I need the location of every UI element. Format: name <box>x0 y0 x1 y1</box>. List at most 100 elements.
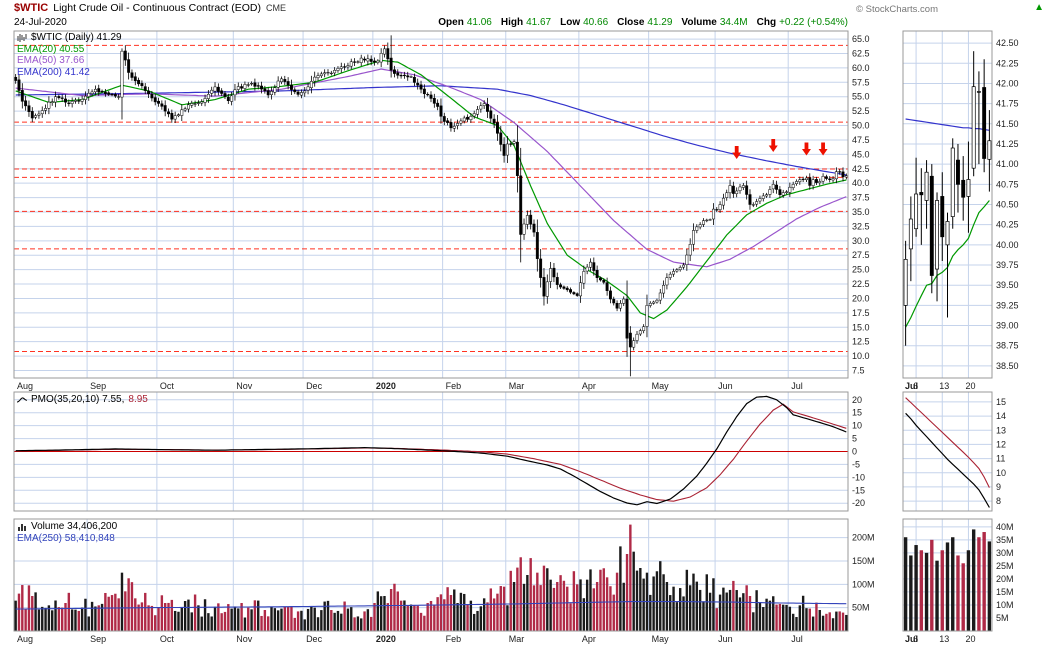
pmo-inset-border <box>902 391 993 512</box>
svg-text:10: 10 <box>996 468 1006 478</box>
main-ema-lines <box>15 59 847 320</box>
svg-text:20: 20 <box>965 381 975 391</box>
svg-text:-10: -10 <box>852 472 865 482</box>
svg-text:15: 15 <box>852 408 862 418</box>
main-candles <box>14 35 848 377</box>
ohlc-quote-row: Open 41.06 High 41.67 Low 40.66 Close 41.29 Volu… <box>438 17 848 28</box>
svg-text:15M: 15M <box>996 587 1014 597</box>
svg-text:22.5: 22.5 <box>852 279 870 289</box>
pmo-legend: PMO(35,20,10) 7.55, 8.95 <box>16 394 148 406</box>
ticker-symbol: $WTIC <box>14 2 49 14</box>
svg-text:25M: 25M <box>996 561 1014 571</box>
svg-text:Dec: Dec <box>306 634 323 644</box>
copyright-label: © StockCharts.com <box>856 4 938 15</box>
month-axis-top: Aug Sep Oct Nov Dec 2020 Feb Mar Apr May Jun Jul <box>17 381 803 391</box>
volume-y-axis: 200M 150M 100M 50M <box>852 533 875 613</box>
svg-text:50M: 50M <box>852 603 870 613</box>
pmo-line-icon <box>16 395 28 405</box>
svg-text:Sep: Sep <box>90 634 106 644</box>
svg-text:55.0: 55.0 <box>852 92 870 102</box>
svg-text:20: 20 <box>852 395 862 405</box>
svg-text:42.00: 42.00 <box>996 78 1019 88</box>
inset-panel-border <box>902 30 993 379</box>
svg-text:41.75: 41.75 <box>996 99 1019 109</box>
svg-text:40.25: 40.25 <box>996 220 1019 230</box>
pmo-inset-lines <box>905 397 990 508</box>
svg-text:20: 20 <box>965 634 975 644</box>
svg-text:5: 5 <box>852 434 857 444</box>
legend-ema20: EMA(20) 40.55 <box>17 43 85 55</box>
svg-text:39.50: 39.50 <box>996 280 1019 290</box>
volume-bars-icon <box>17 522 27 532</box>
legend-symbol-value: $WTIC (Daily) 41.29 <box>31 32 122 43</box>
legend-ema200: EMA(200) 41.42 <box>17 66 90 78</box>
svg-text:Aug: Aug <box>17 381 33 391</box>
svg-text:May: May <box>652 634 670 644</box>
legend-volume-ema: EMA(250) 58,410,848 <box>17 532 115 544</box>
svg-text:13: 13 <box>996 425 1006 435</box>
svg-text:0: 0 <box>852 447 857 457</box>
volume-ema-line <box>15 601 847 610</box>
svg-text:Feb: Feb <box>446 634 462 644</box>
svg-text:5M: 5M <box>996 613 1009 623</box>
svg-text:30M: 30M <box>996 548 1014 558</box>
svg-text:42.25: 42.25 <box>996 58 1019 68</box>
svg-text:20M: 20M <box>996 574 1014 584</box>
pmo-lines <box>15 395 847 506</box>
quote-chg: Chg +0.22 (+0.54%) <box>756 17 848 28</box>
exchange-label: CME <box>265 3 286 13</box>
quote-open: Open 41.06 <box>438 17 492 28</box>
svg-text:-20: -20 <box>852 498 865 508</box>
quote-low: Low 40.66 <box>560 17 609 28</box>
volume-inset-y-axis: 40M 35M 30M 25M 20M 15M 10M 5M <box>996 522 1014 623</box>
svg-text:38.75: 38.75 <box>996 341 1019 351</box>
svg-text:2020: 2020 <box>376 381 396 391</box>
annotation-arrows <box>732 139 828 159</box>
svg-text:Jul: Jul <box>905 381 918 391</box>
svg-text:40.50: 40.50 <box>996 200 1019 210</box>
quote-high: High 41.67 <box>500 17 552 28</box>
svg-text:35M: 35M <box>996 535 1014 545</box>
legend-ema50: EMA(50) 37.66 <box>17 55 85 66</box>
legend-pmo-label: PMO(35,20,10) 7.55, <box>31 394 125 405</box>
svg-text:40.00: 40.00 <box>996 240 1019 250</box>
instrument-title: Light Crude Oil - Continuous Contract (E… <box>53 2 261 14</box>
legend-pmo-signal: 8.95 <box>128 394 148 405</box>
pmo-inset-y-axis: 15 14 13 12 11 10 9 8 <box>996 397 1006 506</box>
inset-series <box>903 51 992 346</box>
svg-text:-5: -5 <box>852 459 860 469</box>
svg-text:Dec: Dec <box>306 381 323 391</box>
svg-text:15: 15 <box>996 397 1006 407</box>
svg-text:12.5: 12.5 <box>852 337 870 347</box>
svg-text:13: 13 <box>939 381 949 391</box>
svg-text:Jul: Jul <box>791 381 803 391</box>
svg-text:47.5: 47.5 <box>852 135 870 145</box>
volume-inset-bars <box>903 529 992 631</box>
svg-text:Jun: Jun <box>718 634 733 644</box>
svg-text:100M: 100M <box>852 579 875 589</box>
svg-text:41.50: 41.50 <box>996 119 1019 129</box>
svg-text:40.0: 40.0 <box>852 178 870 188</box>
svg-text:30.0: 30.0 <box>852 236 870 246</box>
svg-text:Nov: Nov <box>236 634 253 644</box>
main-chart-legend: $WTIC (Daily) 41.29 EMA(20) 40.55 EMA(50… <box>17 32 122 78</box>
svg-text:17.5: 17.5 <box>852 308 870 318</box>
svg-text:27.5: 27.5 <box>852 250 870 260</box>
support-resistance-lines <box>14 44 848 352</box>
svg-text:200M: 200M <box>852 533 875 543</box>
svg-text:9: 9 <box>996 482 1001 492</box>
inset-y-axis: 42.50 42.25 42.00 41.75 41.50 41.25 41.00 40.75… <box>996 38 1019 371</box>
svg-text:6: 6 <box>913 634 918 644</box>
main-y-axis: 65.0 62.5 60.0 57.5 55.0 52.5 50.0 47.5 45.0 42.5… <box>852 34 870 375</box>
svg-text:Jun: Jun <box>718 381 733 391</box>
svg-text:Aug: Aug <box>17 634 33 644</box>
svg-text:41.25: 41.25 <box>996 139 1019 149</box>
svg-text:39.25: 39.25 <box>996 300 1019 310</box>
svg-text:-15: -15 <box>852 485 865 495</box>
up-triangle-icon: ▲ <box>1034 2 1044 13</box>
svg-text:2020: 2020 <box>376 634 396 644</box>
svg-text:Feb: Feb <box>446 381 462 391</box>
svg-text:10: 10 <box>852 421 862 431</box>
svg-text:May: May <box>652 381 670 391</box>
